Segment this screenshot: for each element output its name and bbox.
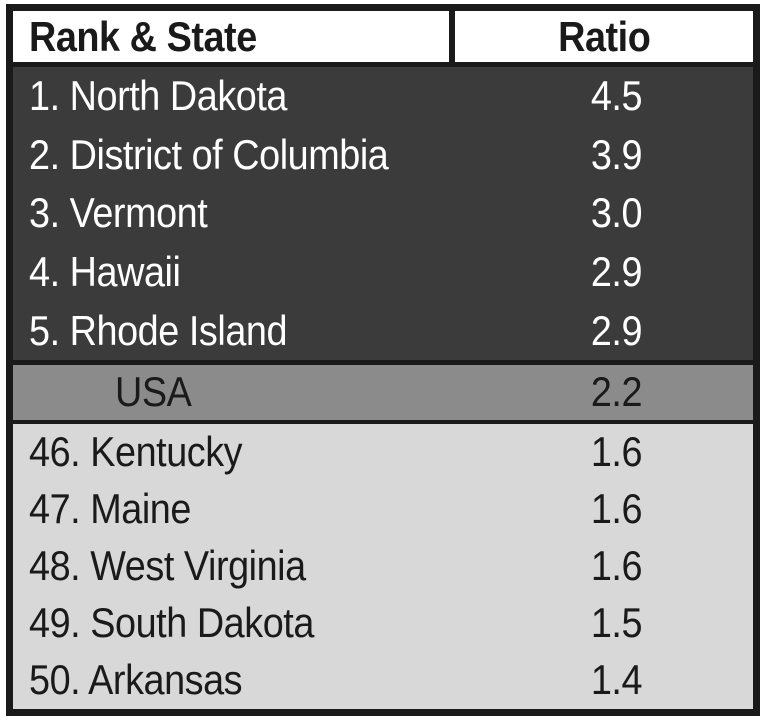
ratio-cell: 2.9: [461, 307, 753, 355]
state-cell: USA: [13, 368, 461, 416]
state-cell: 5. Rhode Island: [13, 307, 461, 355]
state-cell: 1. North Dakota: [13, 72, 461, 120]
state-label: 1. North Dakota: [29, 72, 287, 120]
column-header-rank-state: Rank & State: [13, 11, 455, 62]
table-row-usa: USA 2.2: [13, 359, 753, 424]
state-cell: 50. Arkansas: [13, 656, 461, 704]
state-cell: 3. Vermont: [13, 189, 461, 237]
table-header-row: Rank & State Ratio: [13, 11, 753, 67]
ratio-cell: 1.6: [461, 542, 753, 590]
state-label: 48. West Virginia: [29, 542, 306, 590]
rank-state-header-label: Rank & State: [29, 12, 257, 60]
table-row-rank-1: 1. North Dakota 4.5: [13, 67, 753, 126]
state-label: 5. Rhode Island: [29, 306, 288, 354]
state-label: 46. Kentucky: [29, 428, 243, 476]
table-row-rank-3: 3. Vermont 3.0: [13, 184, 753, 243]
state-label: 49. South Dakota: [29, 599, 314, 647]
state-cell: 2. District of Columbia: [13, 131, 461, 179]
state-label: 3. Vermont: [29, 189, 208, 237]
ratio-cell: 1.6: [461, 428, 753, 476]
ratio-cell: 1.6: [461, 485, 753, 533]
ratio-value: 1.5: [590, 599, 642, 647]
table-row-rank-5: 5. Rhode Island 2.9: [13, 301, 753, 360]
ratio-value: 2.9: [590, 306, 642, 354]
column-header-ratio: Ratio: [455, 11, 753, 62]
ratio-value: 2.9: [590, 248, 642, 296]
table-row-rank-48: 48. West Virginia 1.6: [13, 537, 753, 595]
ratio-value: 3.0: [590, 189, 642, 237]
state-cell: 47. Maine: [13, 485, 461, 533]
state-cell: 48. West Virginia: [13, 542, 461, 590]
state-label: 4. Hawaii: [29, 248, 181, 296]
ratio-value: 3.9: [590, 130, 642, 178]
ratio-value: 1.6: [590, 428, 642, 476]
ratio-value: 1.6: [590, 485, 642, 533]
ratio-cell: 4.5: [461, 72, 753, 120]
ratio-value: 2.2: [590, 368, 642, 416]
state-cell: 4. Hawaii: [13, 248, 461, 296]
ratio-header-label: Ratio: [557, 12, 651, 60]
state-cell: 46. Kentucky: [13, 428, 461, 476]
state-label: 2. District of Columbia: [29, 130, 389, 178]
table-row-rank-4: 4. Hawaii 2.9: [13, 242, 753, 302]
ratio-cell: 2.9: [461, 248, 753, 296]
ratio-cell: 2.2: [461, 368, 753, 416]
table-row-rank-46: 46. Kentucky 1.6: [13, 423, 753, 481]
state-label: USA: [115, 368, 192, 416]
ratio-cell: 1.4: [461, 656, 753, 704]
table-row-rank-2: 2. District of Columbia 3.9: [13, 125, 753, 185]
ratio-cell: 3.9: [461, 131, 753, 179]
ratio-value: 1.6: [590, 542, 642, 590]
ratio-cell: 1.5: [461, 599, 753, 647]
table-row-rank-50: 50. Arkansas 1.4: [13, 651, 753, 709]
ratio-value: 1.4: [590, 656, 642, 704]
ratio-value: 4.5: [590, 72, 642, 120]
state-ratio-table: Rank & State Ratio 1. North Dakota 4.5 2…: [6, 4, 760, 716]
table-row-rank-49: 49. South Dakota 1.5: [13, 594, 753, 652]
state-label: 50. Arkansas: [29, 656, 243, 704]
state-label: 47. Maine: [29, 485, 191, 533]
state-cell: 49. South Dakota: [13, 599, 461, 647]
table-row-rank-47: 47. Maine 1.6: [13, 480, 753, 538]
ratio-cell: 3.0: [461, 189, 753, 237]
